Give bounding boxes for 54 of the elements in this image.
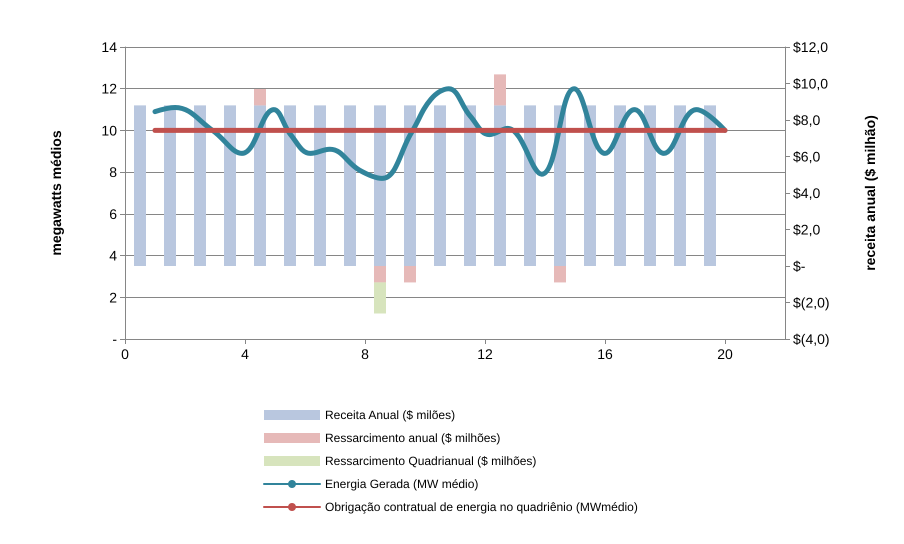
bar [284,105,296,266]
bar [164,105,176,266]
legend-label: Ressarcimento anual ($ milhões) [325,431,500,445]
x-tick-label: 8 [361,346,370,362]
x-tick-label: 0 [121,346,130,362]
y2-tick-label: $(4,0) [793,331,830,347]
bar [134,105,146,266]
y-tick-label: 14 [101,39,118,55]
bar [194,105,206,266]
y-tick-label: 8 [109,164,118,180]
bar [404,105,416,266]
legend-label: Ressarcimento Quadrianual ($ milhões) [325,454,536,468]
x-tick-label: 20 [717,346,733,362]
bar [704,105,716,266]
bar [224,105,236,266]
bar [404,266,416,282]
bar [374,105,386,266]
bar [554,266,566,282]
y2-tick-label: $(2,0) [793,294,830,310]
y-tick-label: - [112,331,118,347]
y2-tick-label: $6,0 [793,148,820,164]
bar [494,105,506,266]
bar [614,105,626,266]
x-tick-label: 12 [477,346,493,362]
x-tick-label: 4 [241,346,250,362]
bar [524,105,536,266]
y2-tick-label: $12,0 [793,39,828,55]
bar [434,105,446,266]
legend-label: Receita Anual ($ milões) [325,408,456,422]
legend-label: Energia Gerada (MW médio) [325,477,478,491]
y-tick-label: 12 [101,80,118,97]
bar [674,105,686,266]
bar [464,105,476,266]
legend-label: Obrigação contratual de energia no quadriênio (MWmédio) [325,500,638,514]
y2-tick-label: $- [793,258,806,274]
x-tick-label: 16 [597,346,613,362]
y2-tick-label: $8,0 [793,112,820,128]
y-tick-label: 4 [109,248,118,264]
y-tick-label: 10 [101,122,118,138]
y2-tick-label: $4,0 [793,185,820,201]
bar [644,105,656,266]
y-tick-label: 2 [109,289,118,306]
y-axis-title: megawatts médios [48,130,64,256]
y2-tick-label: $2,0 [793,222,820,238]
bar [344,105,356,266]
y2-axis-title: receita anual ($ milhão) [862,115,878,271]
bar [254,105,266,266]
bar [314,105,326,266]
bar [494,74,506,106]
y-tick-label: 6 [109,206,118,222]
bar [374,266,386,282]
bar [254,88,266,106]
bar [374,282,386,314]
y2-tick-label: $10,0 [793,76,828,92]
